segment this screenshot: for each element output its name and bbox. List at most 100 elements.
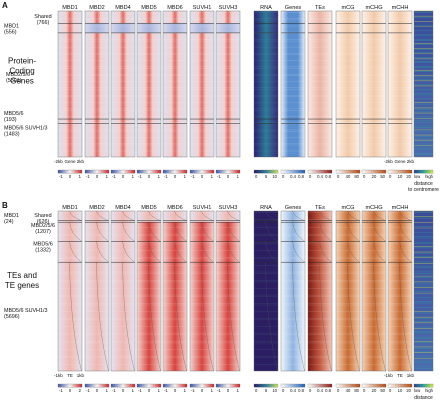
group-count: (5696) xyxy=(4,314,20,320)
color-scale-tick: 10 xyxy=(272,174,277,179)
color-scale-tick: -1 xyxy=(112,174,116,179)
group-count: (1332) xyxy=(35,247,51,253)
panel-letter: A xyxy=(2,1,8,10)
te-length-curve xyxy=(265,222,278,242)
axis-tick-label: 1kb xyxy=(77,373,85,378)
color-scale: 0 40 80 xyxy=(335,383,361,393)
axis-tick-label: -2kb xyxy=(54,159,63,164)
heatmap-block xyxy=(85,211,109,221)
heatmap-column xyxy=(110,10,136,158)
color-scale: 0 0.4 0.8 xyxy=(307,169,333,179)
group-count: (5301) xyxy=(6,78,22,84)
heatmap-block xyxy=(308,220,332,223)
column-header: SUVH1 xyxy=(193,205,212,211)
column-header: mCHH xyxy=(392,5,409,11)
color-scale-tick: 0 xyxy=(255,174,258,179)
color-scale-bar xyxy=(215,383,241,388)
color-scale-bar xyxy=(162,169,188,174)
heatmap-block xyxy=(336,11,360,24)
column-header: mCG xyxy=(341,5,354,11)
te-length-curve xyxy=(227,262,240,372)
color-scale: -1 0 1 xyxy=(84,169,110,179)
te-length-curve xyxy=(373,241,386,263)
color-scale-tick: 1 xyxy=(158,174,161,179)
panel-title: TEs and xyxy=(7,271,37,280)
te-length-curve xyxy=(201,222,214,242)
color-scale-tick: 0.8 xyxy=(298,174,304,179)
te-length-curve xyxy=(292,262,305,372)
color-scale-tick: 1 xyxy=(132,174,135,179)
heatmap-block xyxy=(163,23,187,33)
column-header: Genes xyxy=(285,205,302,211)
heatmap-block xyxy=(163,119,187,124)
panel-a: A MBD1 MBD2 MBD4 MBD5 MBD6 SUVH1 SUVH3 RNA Genes T… xyxy=(2,1,439,193)
panel-letter: B xyxy=(2,201,8,210)
color-scale-tick: -1 xyxy=(86,388,90,393)
heatmap-block xyxy=(111,123,135,157)
color-scale-tick: 0 xyxy=(309,388,312,393)
color-scale-tick: 1 xyxy=(106,174,109,179)
heatmap-block xyxy=(85,32,109,120)
color-scale: -1 0 1 xyxy=(136,383,162,393)
heatmap-block xyxy=(388,32,412,120)
heatmap-column xyxy=(110,210,136,372)
column-frame xyxy=(280,210,306,372)
color-scale: 0 10 20 xyxy=(387,383,413,393)
column-frame xyxy=(215,210,241,372)
te-length-curve xyxy=(319,222,332,242)
column-header: MBD5 xyxy=(141,5,157,11)
heatmap-block xyxy=(58,11,82,24)
color-scale-tick: -1 xyxy=(138,388,142,393)
color-scale-tick: 0 xyxy=(96,388,99,393)
heatmap-block xyxy=(163,211,187,221)
distance-scale-tick: low xyxy=(414,174,421,179)
heatmap-block xyxy=(254,32,278,120)
color-scale-tick: 20 xyxy=(406,388,411,393)
color-scale-tick: 0 xyxy=(148,174,151,179)
column-header: MBD1 xyxy=(62,205,78,211)
axis-tick-label: Gene xyxy=(64,159,76,164)
color-scale: 0 5 10 xyxy=(253,169,279,179)
heatmap-column xyxy=(387,10,413,158)
heatmap-block xyxy=(281,23,305,33)
heatmap-block xyxy=(388,119,412,124)
column-frame xyxy=(57,10,83,158)
heatmap-column xyxy=(189,210,215,372)
color-scale-tick: 40 xyxy=(346,388,351,393)
axis-tick-label: 1kb xyxy=(407,373,415,378)
color-scale-bar xyxy=(110,383,136,388)
color-scale-tick: 0.8 xyxy=(298,388,304,393)
color-scale-bar xyxy=(189,169,215,174)
te-length-curve xyxy=(148,262,161,372)
color-scale-tick: 1 xyxy=(211,174,214,179)
te-length-curve xyxy=(319,241,332,263)
color-scale-tick: 20 xyxy=(372,388,377,393)
group-name: MBD5/6 SUVH1/3 xyxy=(4,308,47,314)
color-scale-bar xyxy=(84,383,110,388)
heatmap-block xyxy=(308,11,332,24)
column-header: SUVH3 xyxy=(219,205,238,211)
heatmap-block xyxy=(388,11,412,24)
column-frame xyxy=(84,210,110,372)
color-scale-bar xyxy=(387,169,413,174)
heatmap-column xyxy=(335,10,361,158)
color-scale-tick: -1 xyxy=(217,388,221,393)
column-frame xyxy=(335,10,361,158)
group-count: (193) xyxy=(4,117,17,123)
distance-caption: to centromere xyxy=(408,187,439,193)
color-scale-tick: 0 xyxy=(337,174,340,179)
te-length-curve xyxy=(292,210,305,221)
group-name: MBD5/6 xyxy=(33,241,52,247)
column-header: MBD6 xyxy=(167,205,183,211)
group-name: MBD1 xyxy=(4,213,19,219)
heatmap-block xyxy=(111,211,135,221)
distance-block xyxy=(414,211,433,371)
group-count: (766) xyxy=(37,20,50,26)
heatmap-block xyxy=(308,32,332,120)
te-length-curve xyxy=(148,222,161,242)
heatmap-column xyxy=(57,10,83,158)
color-scale-tick: 0 xyxy=(337,388,340,393)
heatmap-block xyxy=(336,32,360,120)
column-frame xyxy=(253,210,279,372)
